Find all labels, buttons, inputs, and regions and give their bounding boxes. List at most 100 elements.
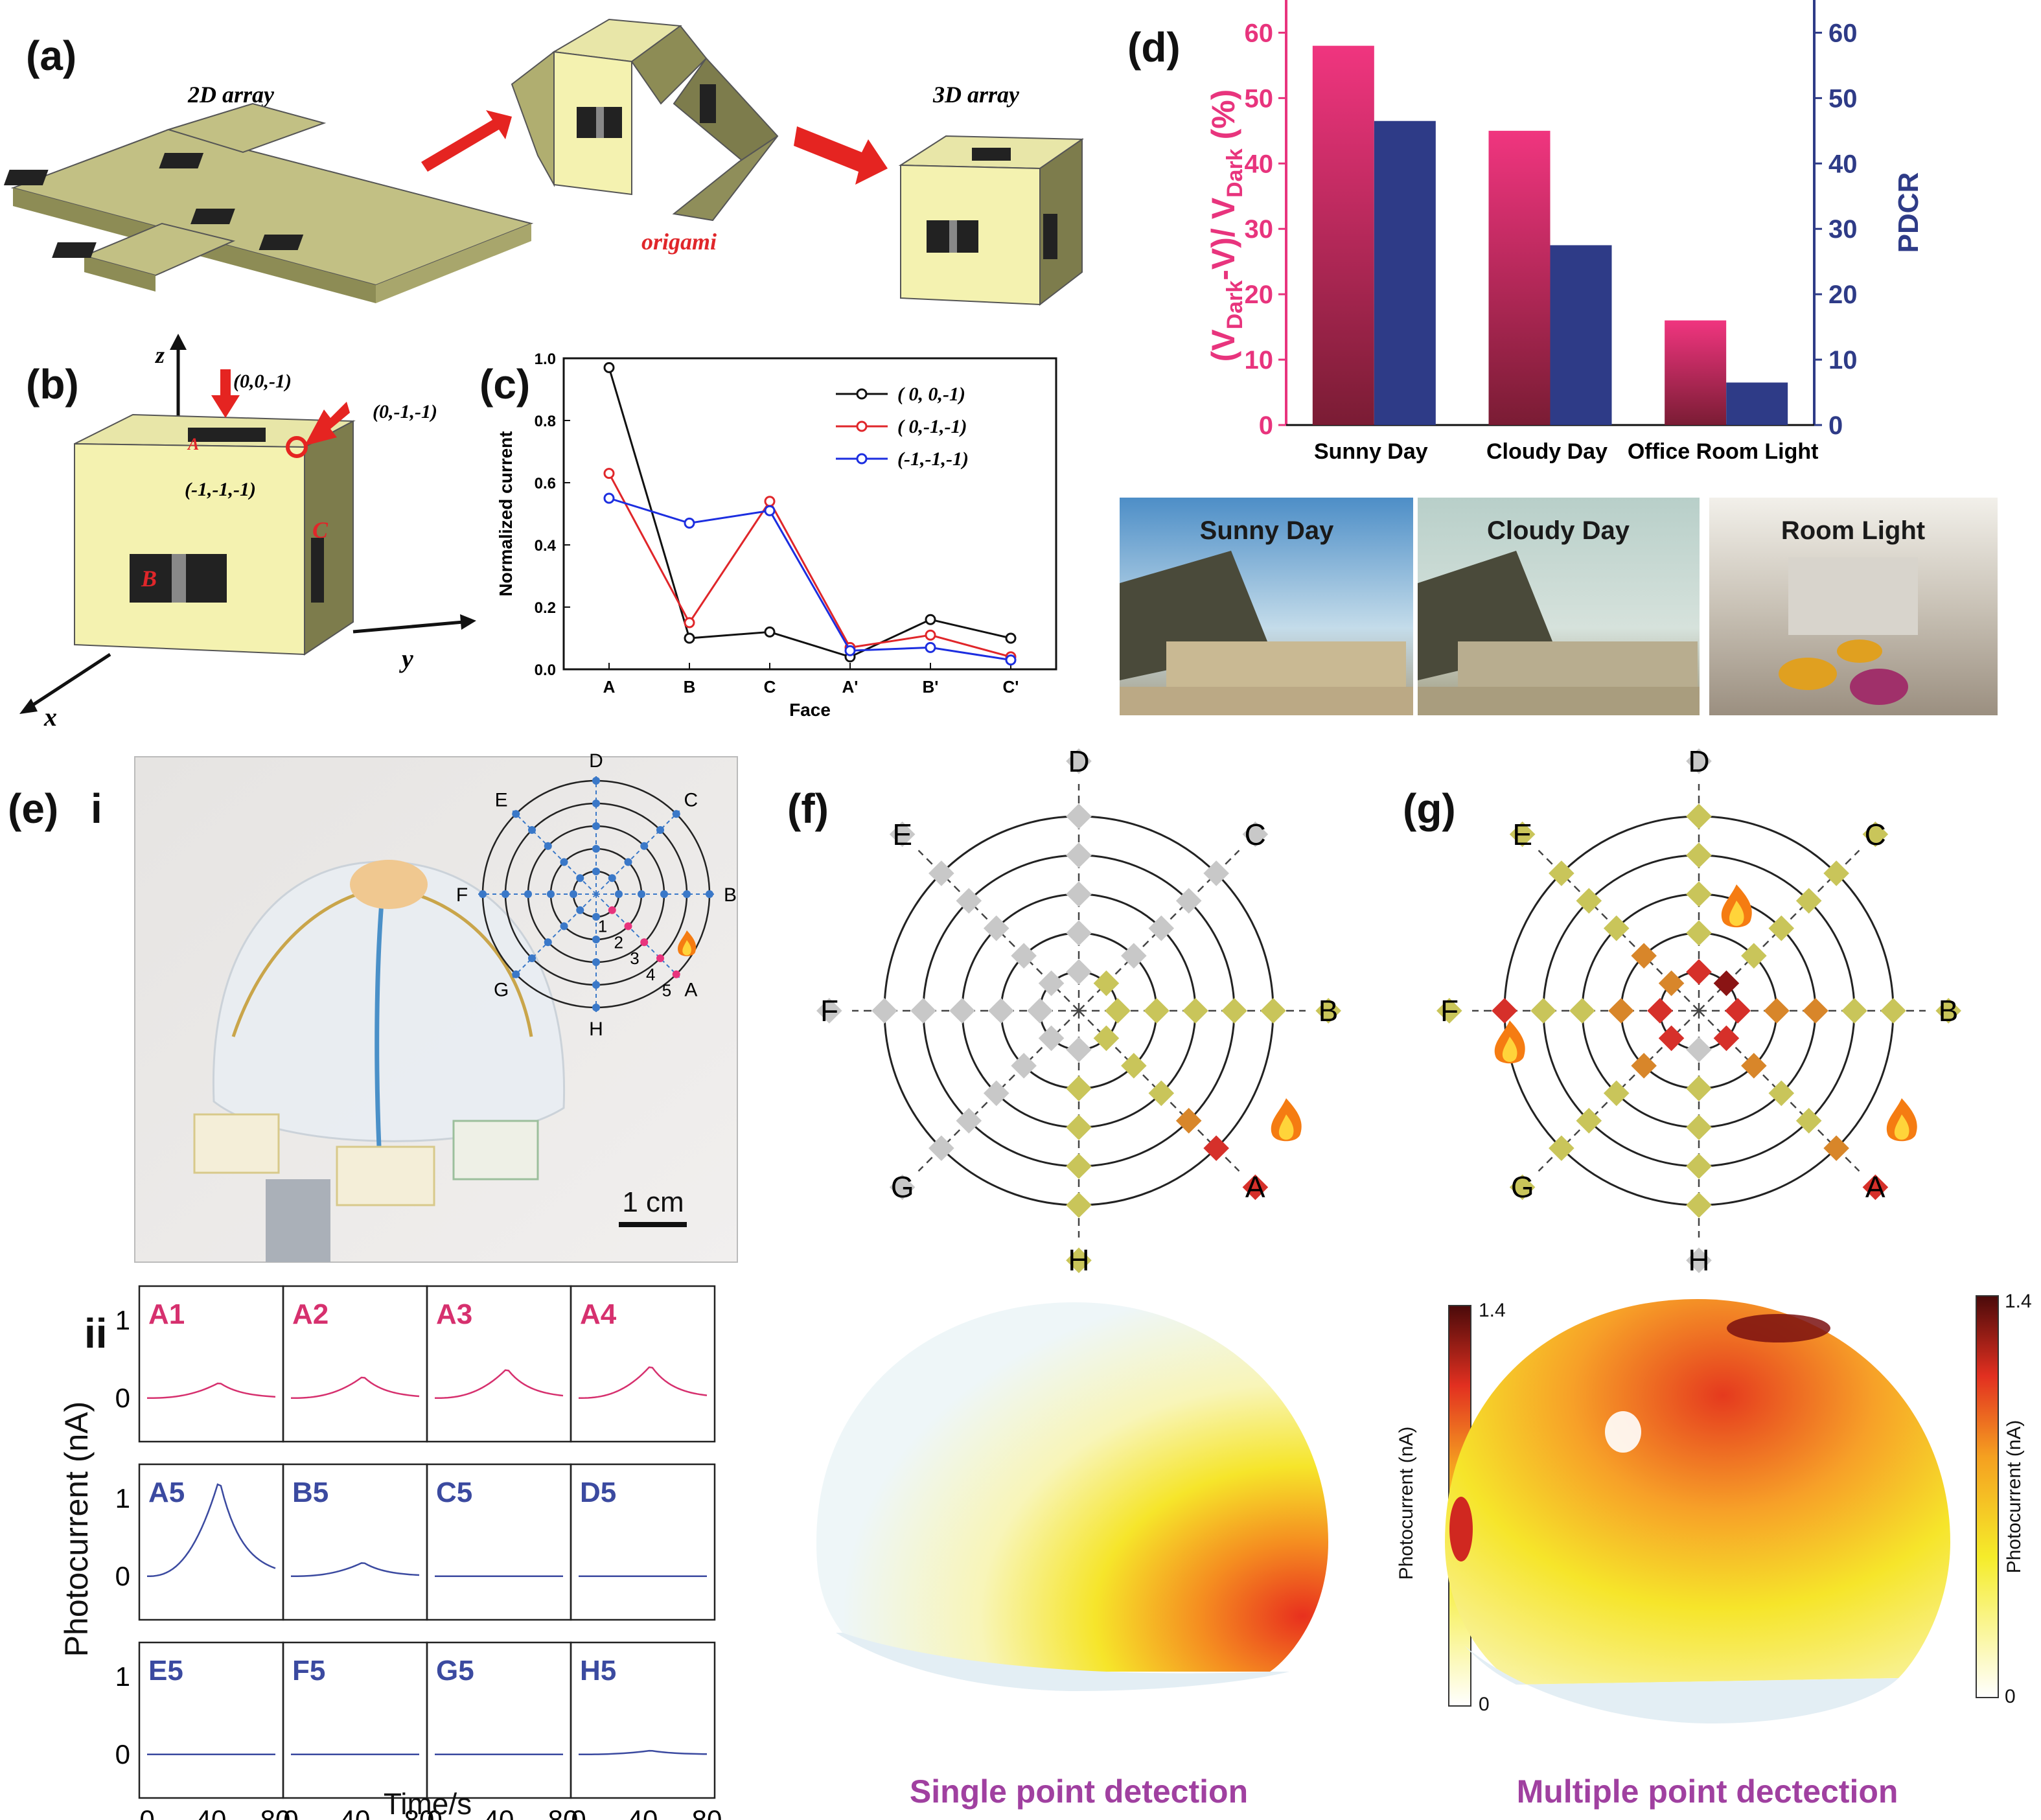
chart-d-ytick-left-label: 40 — [1245, 150, 1274, 178]
inset-dir-label: A — [684, 979, 697, 1000]
polar-f-sensor — [1221, 998, 1247, 1024]
photo-sunny: Sunny Day — [1120, 498, 1413, 715]
polar-f-sensor — [1011, 943, 1037, 969]
polar-f-sensor — [1121, 943, 1147, 969]
polar-g-sensor — [1686, 1153, 1712, 1179]
arrow-icon — [421, 110, 512, 172]
trace-xtick: 0 — [139, 1804, 154, 1820]
chart-d-bar-right — [1726, 382, 1788, 425]
panel-c: (c) 0.0 0.2 0.4 0.6 0.8 1.0 A B C A' B' C' Face Norma… — [479, 351, 1057, 720]
polar-f-dir-label: D — [1068, 744, 1089, 778]
chart-c-legend-marker — [856, 420, 868, 432]
caption-g: Multiple point dectection — [1517, 1773, 1898, 1810]
polar-f-sensor — [1182, 998, 1208, 1024]
polar-g-sensor — [1841, 998, 1867, 1024]
trace-line — [578, 1366, 708, 1400]
chart-d-category-label: Office Room Light — [1628, 439, 1819, 464]
flame-icon — [1721, 884, 1752, 928]
panel-f-label: (f) — [787, 785, 829, 832]
inset-sensor — [576, 874, 584, 882]
chart-c-ytick-label: 0.6 — [535, 475, 556, 492]
trace-ytick: 0 — [115, 1383, 130, 1413]
trace-label: A3 — [436, 1298, 472, 1330]
cbar-f-label: Photocurrent (nA) — [1396, 1427, 1417, 1580]
polar-f-sensor — [1121, 1053, 1147, 1079]
inset-sensor — [592, 800, 600, 807]
dome-heatmap-f — [816, 1302, 1328, 1691]
face-a-label: A — [187, 435, 199, 454]
polar-f-sensor — [1105, 998, 1131, 1024]
polar-g-dir-label: D — [1688, 744, 1709, 778]
polar-g-sensor — [1686, 1076, 1712, 1101]
trace-label: A2 — [292, 1298, 329, 1330]
inset-sensor — [656, 826, 664, 835]
inset-sensor-number: 1 — [598, 917, 607, 936]
trace-xtick: 40 — [340, 1804, 371, 1820]
inset-sensor — [592, 777, 600, 785]
chart-c-point — [603, 492, 615, 504]
chart-d-ylabel-left: (VDark-V)/ VDark (%) — [1205, 89, 1247, 362]
polar-g-sensor — [1725, 998, 1751, 1024]
chart-c-legend-label: (-1,-1,-1) — [897, 448, 969, 470]
panel-a-origami-caption: origami — [641, 229, 717, 255]
panel-b: (b) z y x (0,0,-1) (0,-1,-1) (-1,-1,-1) … — [19, 334, 476, 731]
polar-g-sensor — [1686, 1037, 1712, 1063]
polar-g-sensor — [1713, 1025, 1740, 1052]
polar-f-dir-label: H — [1068, 1243, 1089, 1277]
cbar-g-label: Photocurrent (nA) — [2003, 1420, 2025, 1574]
inset-dir-label: G — [494, 979, 509, 1000]
polar-f-dir-label: G — [891, 1170, 914, 1204]
trace-label: A1 — [148, 1298, 185, 1330]
axis-y-label: y — [399, 644, 413, 673]
dome-photo: 1 cm — [134, 756, 738, 1263]
trace-line — [146, 1382, 276, 1400]
polar-g-sensor — [1862, 821, 1889, 847]
inset-dir-label: B — [724, 884, 737, 906]
polar-f-sensor — [1175, 1107, 1202, 1134]
chart-c-ytick-label: 1.0 — [535, 351, 556, 368]
polar-g-sensor — [1795, 888, 1822, 914]
polar-g-sensor — [1436, 998, 1462, 1024]
chart-c-ytick-label: 0.4 — [535, 537, 557, 555]
polar-g-sensor — [1686, 1114, 1712, 1140]
trace-xtick: 0 — [427, 1804, 442, 1820]
polar-f-sensor — [1066, 1247, 1092, 1273]
polar-g-sensor — [1686, 842, 1712, 868]
chart-d-bar-right — [1374, 121, 1436, 425]
inset-sensor — [592, 822, 600, 830]
polar-f-sensor — [956, 1107, 982, 1134]
chart-c-legend-marker — [856, 453, 868, 465]
photo-cloudy: Cloudy Day — [1418, 498, 1700, 715]
polar-g-sensor — [1549, 860, 1574, 886]
polar-g-sensor — [1862, 1174, 1889, 1201]
inset-sensor — [624, 858, 632, 866]
polar-f-sensor — [1203, 860, 1229, 886]
axis-x-label: x — [43, 702, 57, 731]
polar-f-sensor — [889, 1174, 916, 1201]
trace-xtick: 0 — [571, 1804, 586, 1820]
trace-label: G5 — [436, 1655, 474, 1687]
inset-sensor — [560, 858, 568, 866]
inset-sensor — [656, 954, 664, 962]
trace-line — [434, 1369, 564, 1400]
cbar-g-min: 0 — [2005, 1686, 2016, 1707]
chart-c-point — [684, 632, 695, 644]
polar-g-sensor — [1569, 998, 1595, 1024]
chart-d-ytick-right-label: 20 — [1828, 281, 1858, 309]
trace-box — [570, 1285, 716, 1443]
cbar-g-max: 1.4 — [2005, 1291, 2032, 1312]
polar-f-sensor — [983, 1080, 1009, 1107]
2d-array-net — [3, 102, 534, 303]
inset-sensor — [570, 890, 577, 898]
trace-xtick: 80 — [692, 1804, 722, 1820]
polar-g-sensor — [1631, 1053, 1657, 1079]
inset-sensor — [592, 868, 600, 875]
polar-f-dir-label: A — [1245, 1170, 1265, 1204]
inset-sensor — [502, 890, 509, 898]
polar-f-sensor — [1066, 1192, 1092, 1218]
polar-f-sensor — [1315, 998, 1341, 1024]
polar-f-sensor — [949, 998, 975, 1024]
polar-f-sensor — [1066, 920, 1092, 946]
polar-g-dir-label: H — [1688, 1243, 1709, 1277]
